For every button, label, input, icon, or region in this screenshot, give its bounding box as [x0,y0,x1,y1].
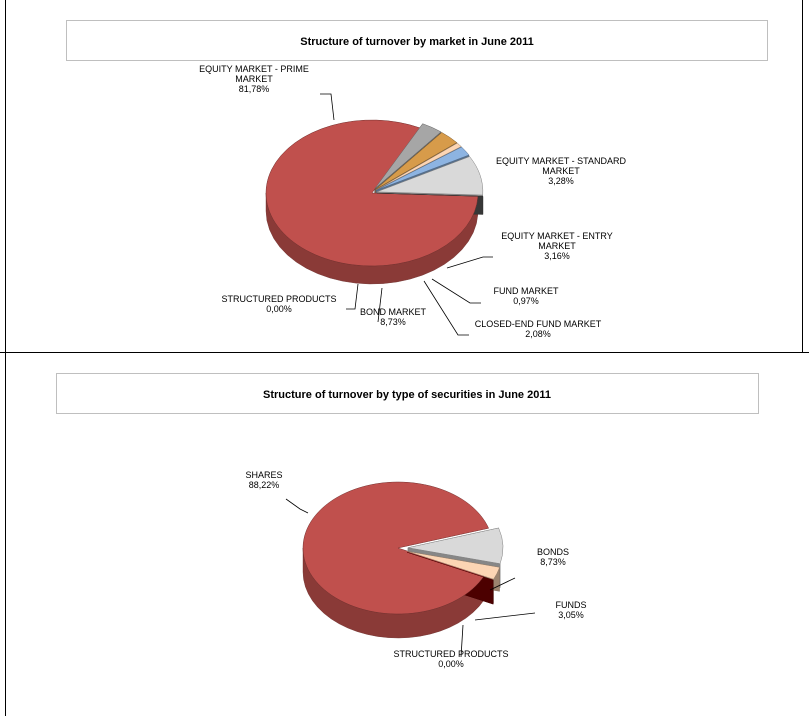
chart1-labels: EQUITY MARKET - PRIMEMARKET81,78%EQUITY … [199,64,626,339]
leader-line-equity-market-entry-market [446,256,493,269]
label-equity-market-entry-market-line1: EQUITY MARKET - ENTRY [501,231,613,241]
slice-structured-products [406,551,494,581]
value-label-fund-market: 0,97% [513,296,539,306]
label-structured-products: STRUCTURED PRODUCTS [393,649,508,659]
securities-turnover-chart: Structure of turnover by type of securit… [56,373,759,669]
value-label-equity-market-standard-market: 3,28% [548,176,574,186]
label-equity-market-standard-market-line2: MARKET [542,166,580,176]
leader-line-equity-market-prime-market [320,93,335,121]
chart2-pie [302,481,504,639]
value-label-bond-market: 8,73% [380,317,406,327]
slice-bond-market [376,156,484,196]
leader-line-fund-market [431,278,481,304]
leader-line-structured-products [346,283,359,310]
leader-line-shares [285,498,309,514]
chart1-pie [265,119,484,285]
leader-line-bonds [489,577,516,591]
label-fund-market: FUND MARKET [494,286,560,296]
label-bond-market: BOND MARKET [360,307,427,317]
value-label-equity-market-entry-market: 3,16% [544,251,570,261]
label-closed-end-fund-market: CLOSED-END FUND MARKET [475,319,602,329]
leader-line-closed-end-fund-market [423,280,469,336]
value-label-structured-products: 0,00% [266,304,292,314]
leader-line-funds [474,612,536,621]
slice-fund-market [375,142,462,191]
slice-closed-end-fund-market [376,146,470,191]
value-label-shares: 88,22% [249,480,280,490]
chart1-title: Structure of turnover by market in June … [300,36,534,48]
slice-structured-products [376,192,483,197]
slice-equity-market-entry-market [375,132,458,190]
label-equity-market-prime-market-line2: MARKET [235,74,273,84]
label-equity-market-prime-market-line1: EQUITY MARKET - PRIME [199,64,309,74]
label-bonds: BONDS [537,547,569,557]
market-turnover-chart: Structure of turnover by market in June … [66,20,768,339]
label-funds: FUNDS [556,600,587,610]
slice-funds [407,551,500,580]
leader-line-structured-products [460,624,464,658]
label-shares: SHARES [245,470,282,480]
value-label-structured-products: 0,00% [438,659,464,669]
value-label-equity-market-prime-market: 81,78% [239,84,270,94]
slice-equity-market-standard-market [374,123,442,189]
slice-bonds [407,527,504,564]
slice-equity-market-prime-market [265,119,479,267]
label-structured-products: STRUCTURED PRODUCTS [221,294,336,304]
value-label-funds: 3,05% [558,610,584,620]
label-equity-market-standard-market-line1: EQUITY MARKET - STANDARD [496,156,627,166]
label-equity-market-entry-market-line2: MARKET [538,241,576,251]
chart2-title: Structure of turnover by type of securit… [263,389,551,401]
value-label-closed-end-fund-market: 2,08% [525,329,551,339]
leader-line-bond-market [377,287,383,323]
chart2-title-box [56,373,759,414]
value-label-bonds: 8,73% [540,557,566,567]
chart1-title-box [66,20,768,61]
slice-shares [302,481,490,615]
